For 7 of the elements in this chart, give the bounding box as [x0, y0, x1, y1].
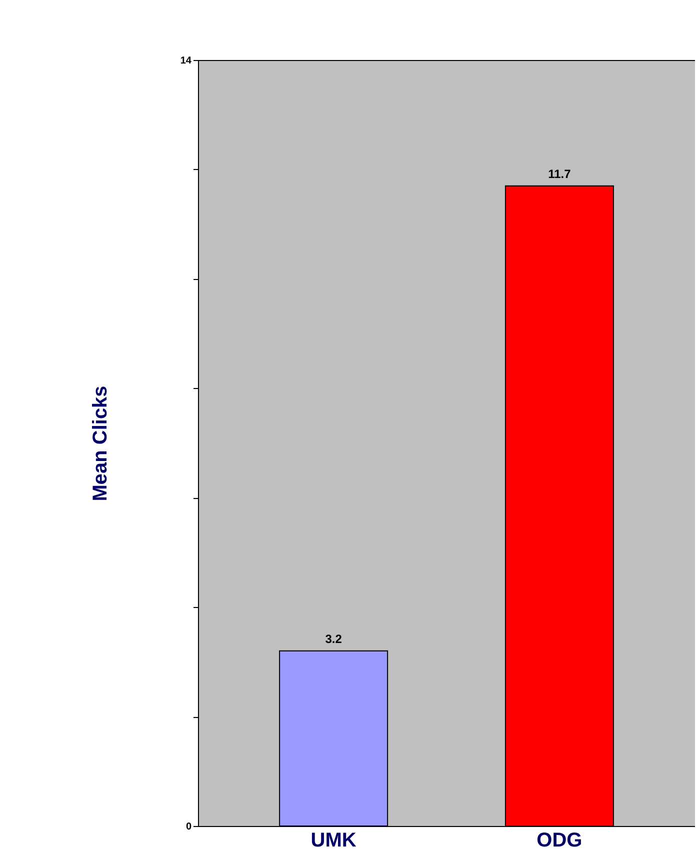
y-axis-title: Mean Clicks [89, 386, 112, 502]
y-tick-label: 0 [186, 822, 192, 832]
x-tick-label: ODG [536, 830, 582, 852]
data-label: 11.7 [548, 166, 572, 181]
y-tick-label: 14 [180, 56, 192, 66]
data-label: 3.2 [325, 632, 342, 646]
x-tick-label: UMK [310, 830, 357, 852]
